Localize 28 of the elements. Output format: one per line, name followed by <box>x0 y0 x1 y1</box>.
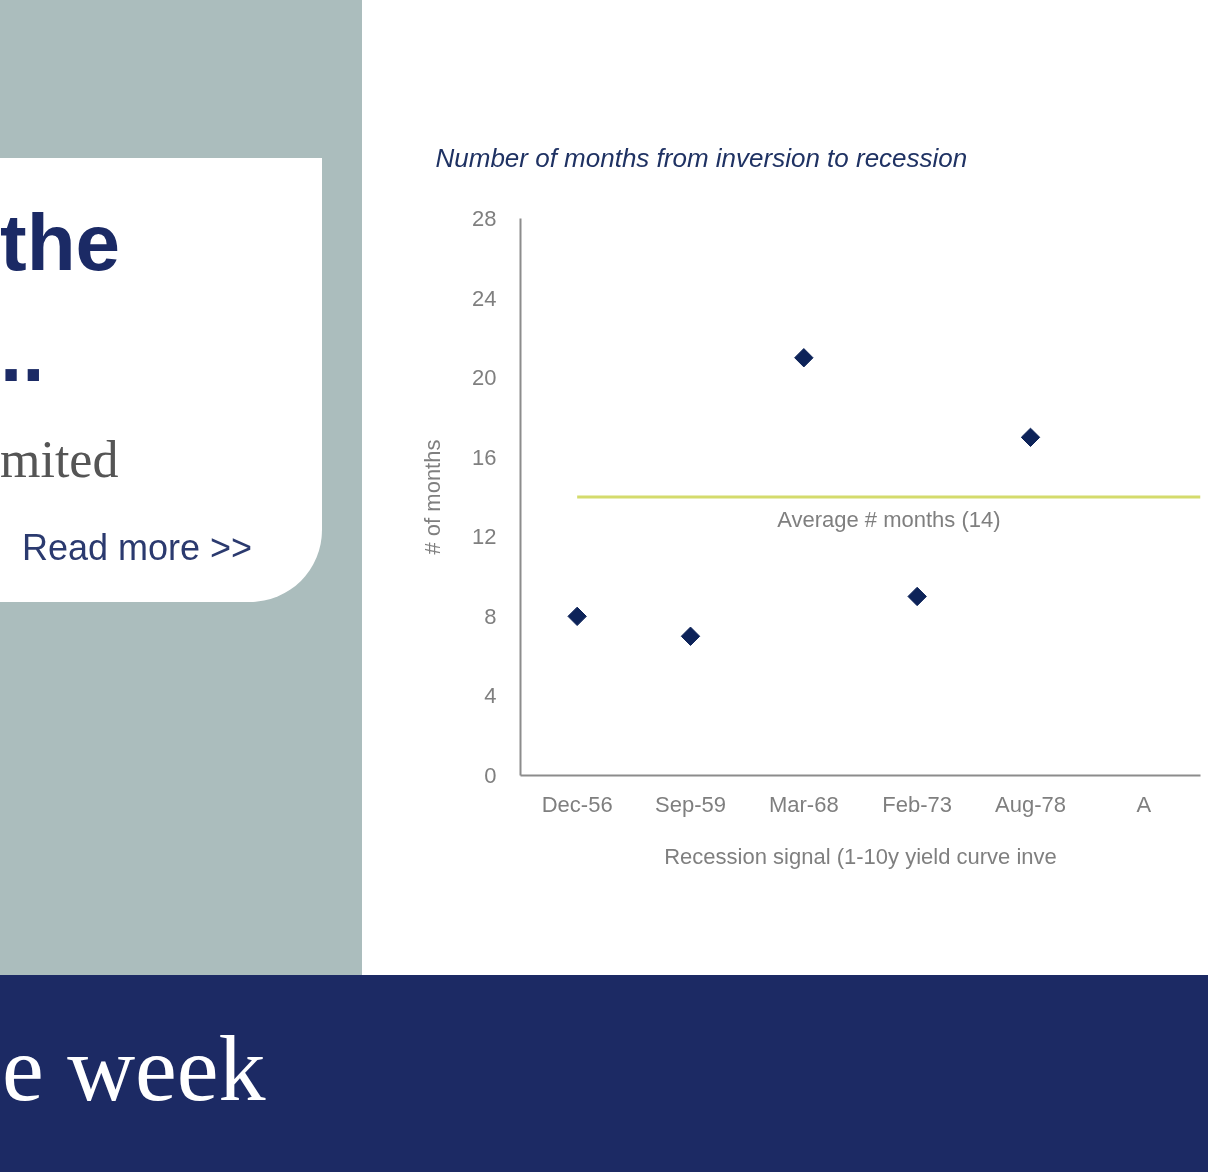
text: e week <box>2 1016 266 1120</box>
point <box>794 348 814 368</box>
text: .. <box>0 309 45 398</box>
point <box>1020 427 1041 448</box>
ref-line-label: Average # months (14) <box>777 507 1001 532</box>
point <box>907 586 927 607</box>
y-tick-label: 20 <box>472 365 497 391</box>
y-tick-label: 12 <box>472 524 497 550</box>
point <box>567 606 587 627</box>
x-tick-label: A <box>1136 791 1152 817</box>
text: the <box>0 198 120 287</box>
x-axis-title: Recession signal (1-10y yield curve inve <box>664 843 1057 869</box>
x-tick-label: Dec-56 <box>541 791 613 817</box>
y-tick-label: 24 <box>472 285 497 311</box>
y-tick-label: 0 <box>484 763 497 788</box>
y-axis-title: # of months <box>420 439 446 555</box>
x-tick-label: Aug-78 <box>995 791 1066 817</box>
y-tick-label: 8 <box>484 603 497 629</box>
point <box>680 626 701 646</box>
x-tick-label: Mar-68 <box>768 791 839 817</box>
y-tick-label: 28 <box>472 206 497 231</box>
chart-title: Number of months from inversion to recession <box>435 143 968 173</box>
text: mited <box>0 431 119 488</box>
y-tick-label: 16 <box>472 444 497 470</box>
text: Read more >> <box>22 527 253 568</box>
x-tick-label: Feb-73 <box>882 791 953 817</box>
x-tick-label: Sep-59 <box>655 791 726 817</box>
y-tick-label: 4 <box>484 683 497 709</box>
